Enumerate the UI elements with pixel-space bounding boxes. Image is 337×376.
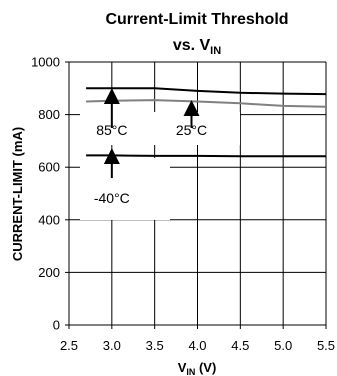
x-axis-title-unit: (V): [195, 360, 216, 375]
x-tick-label: 3.5: [146, 338, 164, 353]
chart-title-vs: vs. V: [173, 37, 211, 54]
chart-title-sub: IN: [210, 45, 221, 57]
series-line-0: [86, 87, 327, 96]
series-line-2: [86, 154, 326, 158]
x-tick-labels: 2.5 3.0 3.5 4.0 4.5 5.0 5.5: [60, 338, 335, 353]
x-axis-title: VIN (V): [178, 360, 217, 376]
y-tick-label: 400: [38, 212, 60, 227]
y-tick-label: 600: [38, 160, 60, 175]
label-bg-85c: [80, 105, 152, 145]
annotation-label: 85°C: [96, 122, 127, 138]
x-axis-title-sub: IN: [186, 367, 195, 376]
annotation-label: -40°C: [94, 190, 130, 206]
annotation-group: 85°C 25°C -40°C: [80, 88, 240, 220]
chart-title-line1: Current-Limit Threshold: [105, 11, 288, 28]
y-tick-label: 200: [38, 265, 60, 280]
chart-title-line2: vs. VIN: [173, 37, 221, 57]
annotation-label: 25°C: [176, 122, 207, 138]
axes: [68, 62, 326, 326]
label-bg-minus40c: [80, 158, 170, 220]
y-tick-label: 800: [38, 107, 60, 122]
y-tick-label: 1000: [31, 55, 60, 70]
annotation-arrow-head: [103, 88, 120, 104]
y-tick-labels: 0 200 400 600 800 1000: [31, 55, 60, 333]
x-tick-label: 4.0: [188, 338, 206, 353]
x-tick-label: 5.5: [317, 338, 335, 353]
x-tick-label: 3.0: [103, 338, 121, 353]
label-bg-25c: [148, 112, 240, 145]
x-axis-title-v: V: [178, 360, 187, 375]
x-tick-label: 4.5: [231, 338, 249, 353]
y-tick-label: 0: [53, 318, 60, 333]
annotation-arrow-head: [103, 148, 120, 164]
x-tick-label: 5.0: [274, 338, 292, 353]
annotation-arrow-head: [183, 100, 200, 116]
y-axis-title: CURRENT-LIMIT (mA): [10, 127, 25, 261]
x-tick-label: 2.5: [60, 338, 78, 353]
